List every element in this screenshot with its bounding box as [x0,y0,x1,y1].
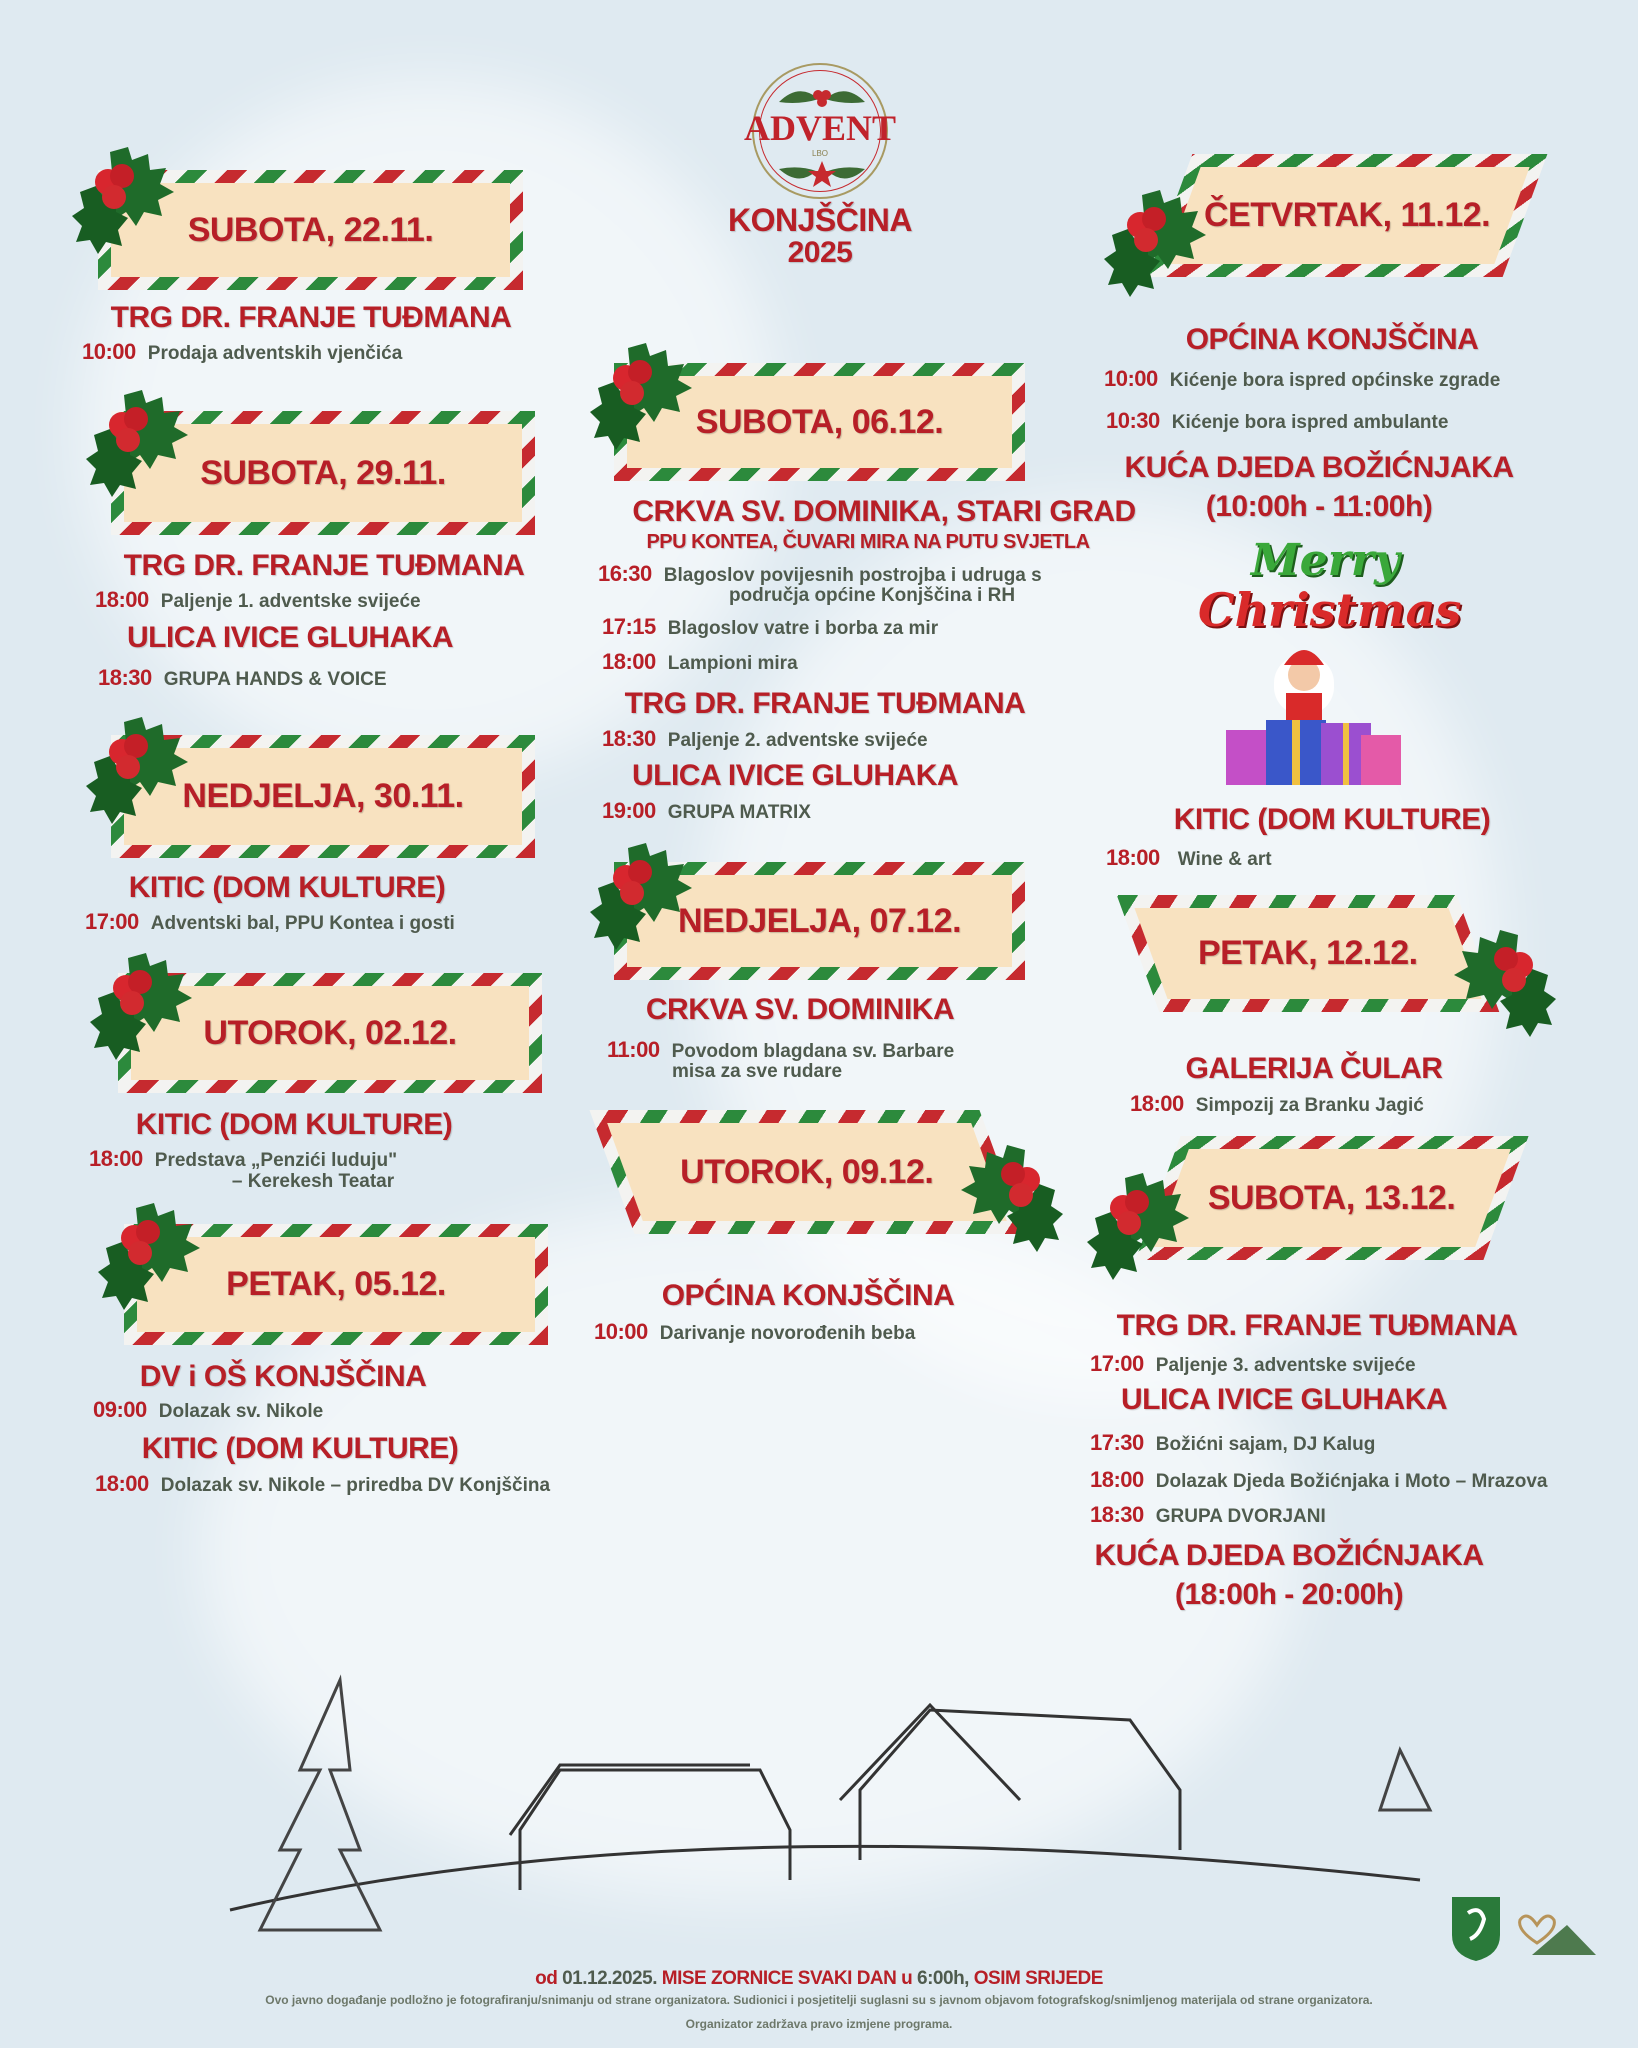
holly-icon [588,838,698,953]
location-heading: OPĆINA KONJŠČINA [661,1279,955,1312]
day-banner-06-12: SUBOTA, 06.12. [614,363,1025,481]
day-date: SUBOTA, 06.12. [695,402,944,441]
holly-icon [88,948,198,1063]
santa-gifts-icon [1226,650,1401,785]
event-row: 18:00 Paljenje 1. adventske svijeće [95,587,421,612]
event-continuation: – Kerekesh Teatar [231,1171,395,1192]
holly-icon [84,712,194,827]
christmas-text: Christmas [1198,583,1462,637]
holly-icon [1448,925,1558,1040]
day-date: SUBOTA, 13.12. [1208,1178,1456,1217]
day-date: NEDJELJA, 30.11. [182,777,464,815]
event-row: 10:30 Kićenje bora ispred ambulante [1106,408,1449,433]
location-heading: TRG DR. FRANJE TUĐMANA [110,301,512,334]
event-row: 17:00 Adventski bal, PPU Kontea i gosti [85,909,455,934]
location-heading: TRG DR. FRANJE TUĐMANA [123,549,525,582]
holly-wreath-icon [779,90,865,107]
event-row: 18:00 Dolazak Djeda Božićnjaka i Moto – M… [1090,1467,1548,1492]
day-banner-02-12: UTOROK, 02.12. [118,973,542,1093]
konjscina-coat-of-arms-icon [1452,1897,1500,1961]
event-row: 18:00 Wine & art [1106,845,1272,870]
location-hours: (10:00h - 11:00h) [1205,490,1433,523]
location-hours: (18:00h - 20:00h) [1174,1578,1404,1611]
day-date: ČETVRTAK, 11.12. [1204,196,1491,234]
event-row: 10:00 Kićenje bora ispred općinske zgrade [1104,366,1501,391]
day-date: NEDJELJA, 07.12. [677,901,962,940]
location-heading: ULICA IVICE GLUHAKA [631,759,959,792]
merry-christmas-illustration: Merry Christmas [1196,535,1461,790]
event-row: 19:00 GRUPA MATRIX [602,798,811,823]
holly-icon [70,142,180,257]
day-date: PETAK, 12.12. [1198,934,1418,972]
event-row: 10:00 Darivanje novorođenih beba [594,1319,916,1344]
day-date: UTOROK, 02.12. [203,1013,457,1052]
holly-icon [96,1198,206,1313]
event-continuation: misa za sve rudare [672,1061,843,1082]
year-title: 2025 [787,236,853,269]
event-row: 09:00 Dolazak sv. Nikole [93,1397,324,1422]
event-row: 18:00 Dolazak sv. Nikole – priredba DV Ko… [95,1471,551,1496]
event-row: 18:30 GRUPA DVORJANI [1090,1502,1326,1527]
star-icon [779,161,865,187]
village-sketch-illustration [229,1674,1433,1932]
location-heading: CRKVA SV. DOMINIKA [645,993,955,1026]
event-row: 18:30 Paljenje 2. adventske svijeće [602,726,928,751]
holly-icon [84,385,194,500]
location-heading: TRG DR. FRANJE TUĐMANA [1116,1309,1518,1342]
program-change-notice: Organizator zadržava pravo izmjene progr… [685,2017,953,2031]
event-row: 16:30 Blagoslov povijesnih postrojba i ud… [598,561,1042,586]
day-banner-05-12: PETAK, 05.12. [124,1224,548,1345]
location-heading: KUĆA DJEDA BOŽIĆNJAKA [1124,451,1514,484]
event-row: 10:00 Prodaja adventskih vjenčića [82,339,403,364]
event-row: 18:30 GRUPA HANDS & VOICE [98,665,387,690]
location-heading: ULICA IVICE GLUHAKA [1120,1383,1448,1416]
day-banner-07-12: NEDJELJA, 07.12. [614,862,1025,980]
location-subheading: PPU KONTEA, ČUVARI MIRA NA PUTU SVJETLA [646,531,1090,553]
location-heading: OPĆINA KONJŠČINA [1185,323,1479,356]
location-heading: GALERIJA ČULAR [1185,1052,1443,1085]
event-continuation: područja općine Konjščina i RH [728,585,1016,606]
holly-icon [588,338,698,453]
heart-mountain-logo-icon [1518,1914,1596,1955]
logo-sub: LBO [811,149,829,158]
logo-title: ADVENT [743,108,897,148]
day-date: UTOROK, 09.12. [680,1152,934,1191]
event-row: 18:00 Predstava „Penzići luduju" [89,1146,398,1171]
day-date: SUBOTA, 29.11. [200,453,446,492]
holly-icon [1102,185,1212,300]
day-banner-12-12: PETAK, 12.12. [1116,895,1500,1012]
event-row: 17:00 Paljenje 3. adventske svijeće [1090,1351,1416,1376]
advent-logo: ADVENT LBO [744,63,896,199]
location-heading: DV i OŠ KONJŠČINA [139,1360,427,1393]
location-heading: TRG DR. FRANJE TUĐMANA [624,687,1026,720]
holly-icon [1085,1168,1195,1283]
holly-icon [955,1140,1065,1255]
event-row: 17:30 Božićni sajam, DJ Kalug [1090,1430,1376,1455]
location-heading: KITIC (DOM KULTURE) [128,871,446,904]
event-row: 11:00 Povodom blagdana sv. Barbare [607,1037,955,1062]
day-date: PETAK, 05.12. [226,1265,446,1303]
event-row: 18:00 Lampioni mira [602,649,798,674]
day-banner-30-11: NEDJELJA, 30.11. [111,735,535,858]
zornice-notice: od 01.12.2025. MISE ZORNICE SVAKI DAN u … [535,1968,1103,1989]
location-heading: KITIC (DOM KULTURE) [141,1432,459,1465]
day-date: SUBOTA, 22.11. [187,210,434,249]
location-heading: CRKVA SV. DOMINIKA, STARI GRAD [632,495,1136,528]
event-row: 18:00 Simpozij za Branku Jagić [1130,1091,1424,1116]
photo-disclaimer: Ovo javno događanje podložno je fotograf… [265,1993,1373,2007]
location-heading: ULICA IVICE GLUHAKA [126,621,454,654]
location-heading: KITIC (DOM KULTURE) [1173,803,1491,836]
place-title: KONJŠČINA [728,202,912,238]
event-row: 17:15 Blagoslov vatre i borba za mir [602,614,939,639]
location-heading: KUĆA DJEDA BOŽIĆNJAKA [1094,1539,1484,1572]
merry-text: Merry [1251,535,1400,586]
location-heading: KITIC (DOM KULTURE) [135,1108,453,1141]
